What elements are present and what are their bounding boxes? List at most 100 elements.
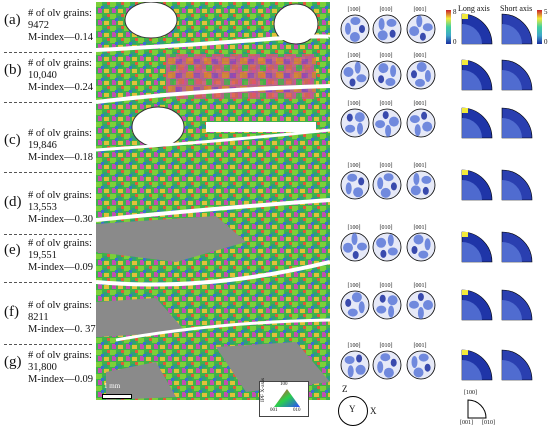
pole-figure xyxy=(372,350,402,385)
ipf-triangle xyxy=(274,389,300,407)
pole-label: [001] xyxy=(413,7,427,13)
sector-010: [010] xyxy=(482,420,495,426)
panel-mindex: M-index—0.18 xyxy=(28,152,94,163)
pole-figure xyxy=(406,350,436,385)
pole-figure xyxy=(372,232,402,267)
pole-figure xyxy=(340,60,370,95)
short-axis-sector xyxy=(500,106,534,145)
pole-label: [100] xyxy=(347,101,361,107)
panel-mindex: M-index—0. 37 xyxy=(28,324,96,335)
frame-circle xyxy=(338,396,368,426)
long-axis-header: Long axis xyxy=(458,4,490,13)
pole-label: [100] xyxy=(347,283,361,289)
long-axis-sector xyxy=(460,168,494,207)
short-axis-sector xyxy=(500,168,534,207)
pole-figure xyxy=(372,14,402,49)
panel-separator xyxy=(4,52,92,53)
pole-figure xyxy=(406,232,436,267)
pole-label: [001] xyxy=(413,283,427,289)
panel-mindex: M-index—0.14 xyxy=(28,32,94,43)
sector-shape xyxy=(467,399,487,419)
pole-label: [010] xyxy=(379,343,393,349)
frame-x: X xyxy=(370,406,377,416)
colorbar-left xyxy=(446,10,451,44)
pole-figure xyxy=(406,170,436,205)
pole-figure xyxy=(406,14,436,49)
sector-001: [001] xyxy=(460,420,473,426)
ipf-010: 010 xyxy=(293,408,301,413)
ebsd-phase-map xyxy=(96,2,330,400)
scale-bar: 1 mm xyxy=(100,382,134,399)
frame-y: Y xyxy=(349,404,356,414)
panel-label: (d) xyxy=(4,194,22,210)
pole-label: [001] xyxy=(413,225,427,231)
pole-figure xyxy=(340,232,370,267)
reference-frame: Z Y X xyxy=(334,384,394,428)
panel-grains-title: # of olv grains: xyxy=(28,128,92,139)
panel-label: (f) xyxy=(4,304,19,320)
short-axis-sector xyxy=(500,58,534,97)
panel-separator xyxy=(4,172,92,173)
panel-label: (b) xyxy=(4,62,22,78)
panel-grains: 9472 xyxy=(28,20,49,31)
pole-figure xyxy=(406,60,436,95)
pole-label: [001] xyxy=(413,163,427,169)
pole-figure xyxy=(372,60,402,95)
pole-label: [100] xyxy=(347,7,361,13)
frame-z: Z xyxy=(342,384,348,394)
pole-figure xyxy=(340,14,370,49)
long-axis-sector xyxy=(460,58,494,97)
short-axis-sector xyxy=(500,230,534,269)
panel-grains-title: # of olv grains: xyxy=(28,350,92,361)
pole-figure xyxy=(340,350,370,385)
colorbar-right-max: 5 xyxy=(544,8,548,16)
sector-100: [100] xyxy=(464,390,477,396)
pole-label: [001] xyxy=(413,343,427,349)
panel-label: (g) xyxy=(4,354,22,370)
pole-figure xyxy=(372,170,402,205)
sector-legend: [100] [001] [010] xyxy=(458,388,528,428)
panel-grains-title: # of olv grains: xyxy=(28,238,92,249)
panel-grains-title: # of olv grains: xyxy=(28,300,92,311)
pole-label: [001] xyxy=(413,53,427,59)
short-axis-sector xyxy=(500,348,534,387)
panel-grains: 19,551 xyxy=(28,250,57,261)
pole-figure xyxy=(406,108,436,143)
pole-label: [010] xyxy=(379,283,393,289)
pole-figure xyxy=(340,170,370,205)
long-axis-sector xyxy=(460,348,494,387)
pole-figure xyxy=(340,108,370,143)
panel-label: (c) xyxy=(4,132,21,148)
pole-label: [010] xyxy=(379,53,393,59)
pole-label: [010] xyxy=(379,7,393,13)
pole-label: [100] xyxy=(347,163,361,169)
short-axis-header: Short axis xyxy=(500,4,533,13)
pole-label: [100] xyxy=(347,225,361,231)
colorbar-right-min: 0 xyxy=(544,38,548,46)
panel-separator xyxy=(4,234,92,235)
panel-grains-title: # of olv grains: xyxy=(28,58,92,69)
pole-figure xyxy=(406,290,436,325)
long-axis-sector xyxy=(460,106,494,145)
panel-grains-title: # of olv grains: xyxy=(28,190,92,201)
colorbar-right xyxy=(537,10,542,44)
panel-grains: 19,846 xyxy=(28,140,57,151)
panel-grains: 31,800 xyxy=(28,362,57,373)
pole-label: [010] xyxy=(379,163,393,169)
ipf-legend: IPF X-axis 100 001 010 xyxy=(259,378,309,417)
panel-mindex: M-index—0.09 xyxy=(28,374,94,385)
colorbar-left-max: 8 xyxy=(453,8,457,16)
panel-mindex: M-index—0.24 xyxy=(28,82,94,93)
pole-label: [100] xyxy=(347,53,361,59)
pole-figure xyxy=(340,290,370,325)
panel-separator xyxy=(4,102,92,103)
pole-label: [100] xyxy=(347,343,361,349)
scale-bar-label: 1 mm xyxy=(104,382,121,390)
pole-label: [010] xyxy=(379,101,393,107)
pole-label: [001] xyxy=(413,101,427,107)
panel-label: (a) xyxy=(4,12,21,28)
panel-grains: 8211 xyxy=(28,312,49,323)
panel-grains: 13,553 xyxy=(28,202,57,213)
long-axis-sector xyxy=(460,288,494,327)
ipf-100: 100 xyxy=(280,382,288,387)
